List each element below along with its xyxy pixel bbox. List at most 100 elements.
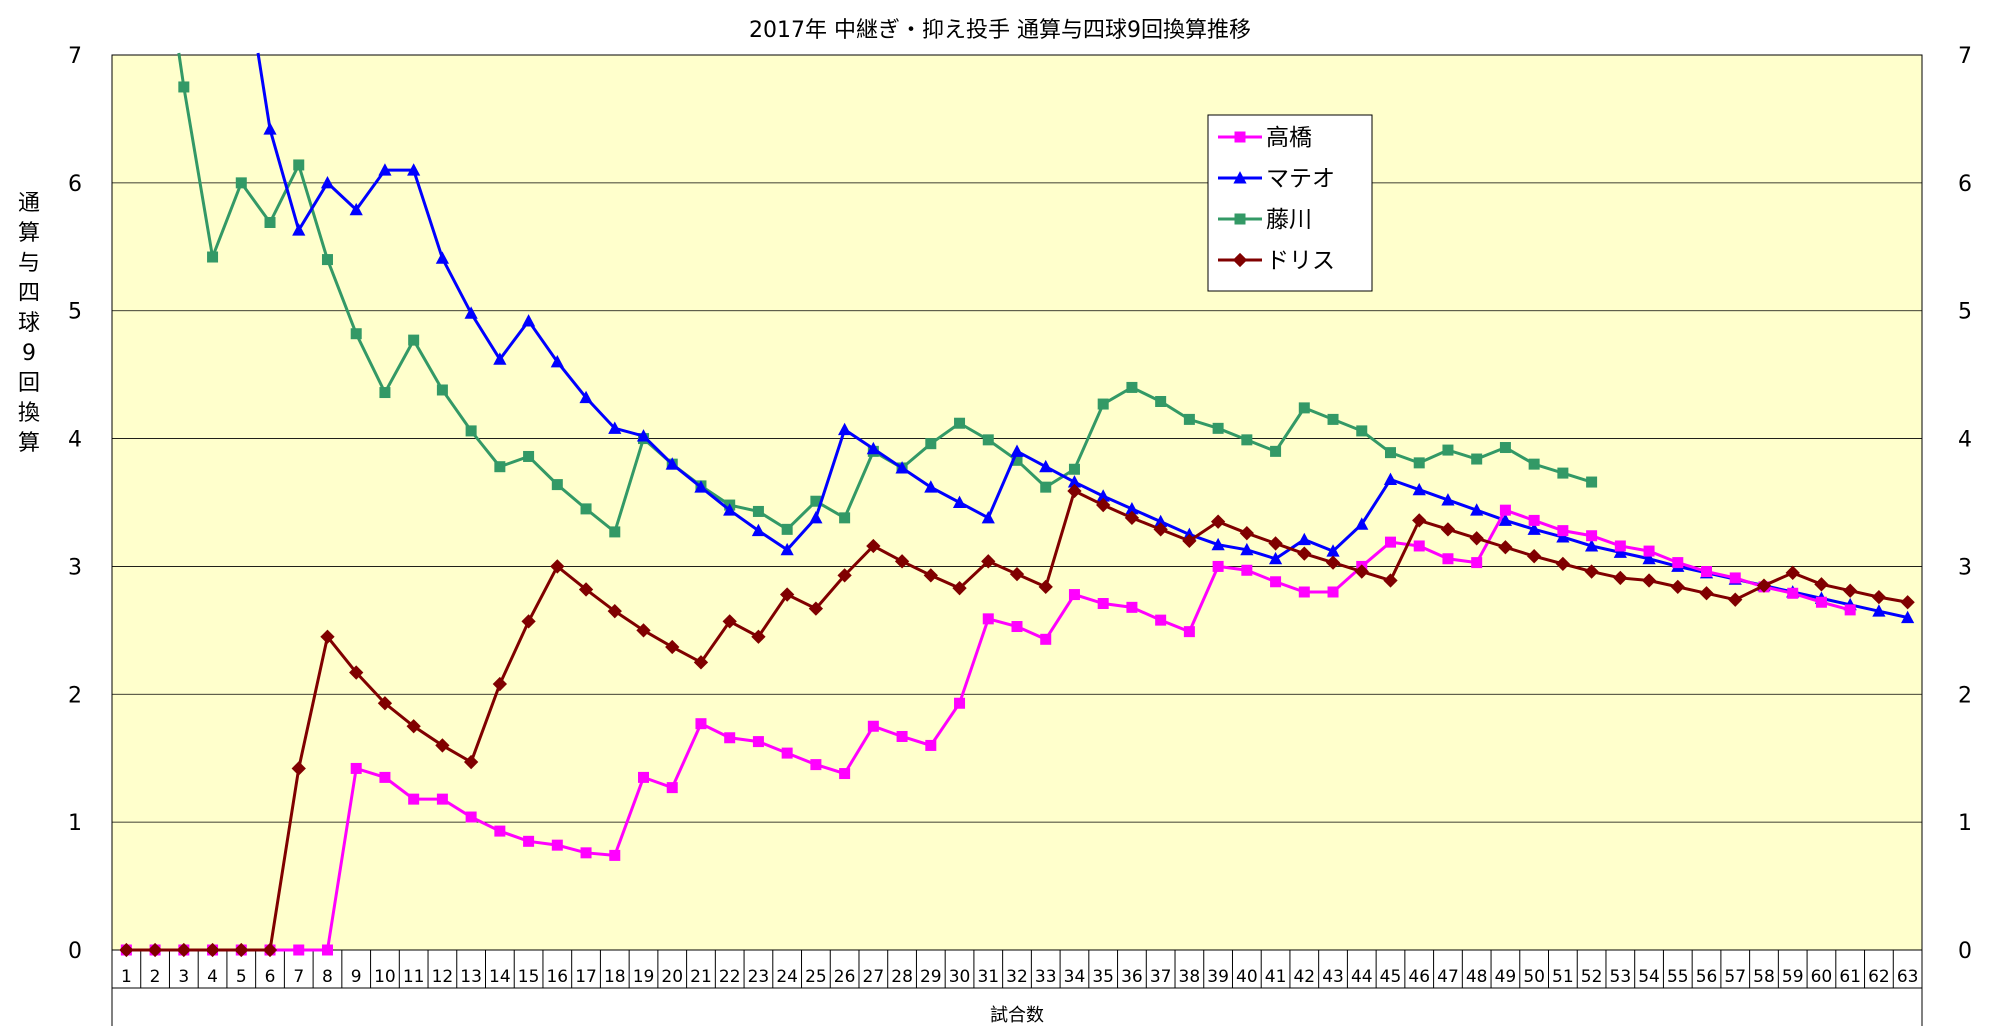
data-point — [839, 512, 851, 524]
data-point — [636, 623, 651, 638]
y-tick-label-right: 3 — [1958, 555, 1972, 580]
legend-marker — [1233, 171, 1247, 184]
x-tick-label: 11 — [403, 967, 425, 987]
data-point — [1327, 413, 1339, 425]
data-point — [1126, 601, 1138, 613]
x-tick-label: 5 — [236, 967, 247, 987]
data-point — [293, 159, 305, 171]
x-tick-label: 52 — [1581, 967, 1603, 987]
x-tick-label: 63 — [1897, 967, 1919, 987]
data-point — [1557, 467, 1569, 479]
data-point — [1384, 447, 1396, 459]
data-point — [1499, 504, 1511, 516]
data-point — [1326, 544, 1340, 557]
data-point — [379, 387, 391, 399]
data-point — [1900, 595, 1915, 610]
data-point — [1699, 586, 1714, 601]
data-point — [321, 254, 333, 266]
data-point — [1470, 503, 1484, 516]
data-point — [1297, 532, 1311, 546]
data-point — [838, 422, 852, 436]
data-point — [1383, 472, 1398, 485]
data-point — [693, 655, 709, 670]
data-point — [1642, 551, 1656, 565]
x-tick-label: 45 — [1380, 967, 1402, 987]
data-point — [1756, 578, 1772, 593]
data-point — [780, 587, 795, 602]
x-tick-label: 60 — [1811, 967, 1833, 987]
x-tick-label: 41 — [1265, 967, 1287, 987]
data-point — [867, 720, 879, 732]
data-point — [1442, 553, 1454, 565]
data-point — [1442, 444, 1454, 456]
data-point — [1125, 502, 1139, 515]
data-point — [321, 944, 333, 956]
data-point — [234, 942, 249, 958]
x-tick-label: 59 — [1782, 967, 1804, 987]
data-point — [924, 480, 938, 493]
x-tick-label: 24 — [776, 967, 798, 987]
x-tick-label: 56 — [1696, 967, 1718, 987]
data-point — [1613, 545, 1627, 558]
x-tick-label: 13 — [460, 967, 482, 987]
data-point — [1155, 614, 1167, 626]
data-point — [1155, 395, 1167, 407]
data-point — [436, 384, 448, 396]
x-tick-label: 22 — [719, 967, 741, 987]
x-tick-label: 36 — [1121, 967, 1143, 987]
x-tick-label: 49 — [1495, 967, 1517, 987]
x-tick-label: 16 — [546, 967, 568, 987]
data-point — [1009, 566, 1025, 582]
data-point — [1643, 545, 1655, 557]
y-tick-label-right: 7 — [1958, 44, 1972, 69]
data-point — [981, 554, 996, 569]
series-lead-in — [177, 52, 186, 88]
data-point — [1040, 633, 1052, 645]
data-point — [464, 306, 478, 319]
data-point — [1440, 522, 1456, 537]
data-point — [751, 629, 766, 644]
data-point — [1728, 592, 1743, 607]
data-point — [1211, 537, 1225, 551]
data-point — [406, 719, 421, 734]
data-point — [1039, 459, 1053, 473]
data-point — [810, 495, 822, 507]
data-point — [1354, 564, 1369, 579]
data-point — [1871, 589, 1887, 605]
data-point — [1383, 573, 1398, 588]
data-point — [521, 314, 536, 327]
data-point — [1183, 413, 1195, 425]
data-point — [1011, 621, 1023, 633]
data-point — [379, 771, 391, 783]
data-point — [665, 639, 680, 655]
data-point — [320, 175, 335, 189]
data-point — [780, 542, 794, 556]
x-tick-label: 18 — [604, 967, 626, 987]
data-point — [320, 629, 335, 644]
data-point — [1067, 483, 1082, 499]
x-tick-label: 58 — [1753, 967, 1775, 987]
x-tick-label: 57 — [1724, 967, 1746, 987]
data-point — [1097, 598, 1109, 610]
y-tick-label-right: 1 — [1958, 811, 1972, 836]
x-tick-label: 31 — [977, 967, 999, 987]
x-tick-label: 7 — [293, 967, 304, 987]
y-tick-label-left: 4 — [68, 428, 82, 453]
x-tick-label: 35 — [1092, 967, 1114, 987]
data-point — [1613, 570, 1628, 586]
data-point — [1240, 542, 1254, 556]
x-tick-label: 23 — [748, 967, 770, 987]
legend-marker — [1234, 213, 1246, 225]
data-point — [751, 523, 766, 537]
data-point — [1096, 497, 1111, 513]
data-point — [176, 942, 191, 958]
data-point — [1183, 626, 1195, 638]
data-point — [1785, 565, 1800, 580]
data-point — [809, 510, 823, 524]
data-point — [1297, 546, 1312, 561]
x-tick-label: 40 — [1236, 967, 1258, 987]
data-point — [1182, 533, 1197, 549]
data-point — [205, 942, 220, 958]
x-tick-label: 27 — [863, 967, 885, 987]
